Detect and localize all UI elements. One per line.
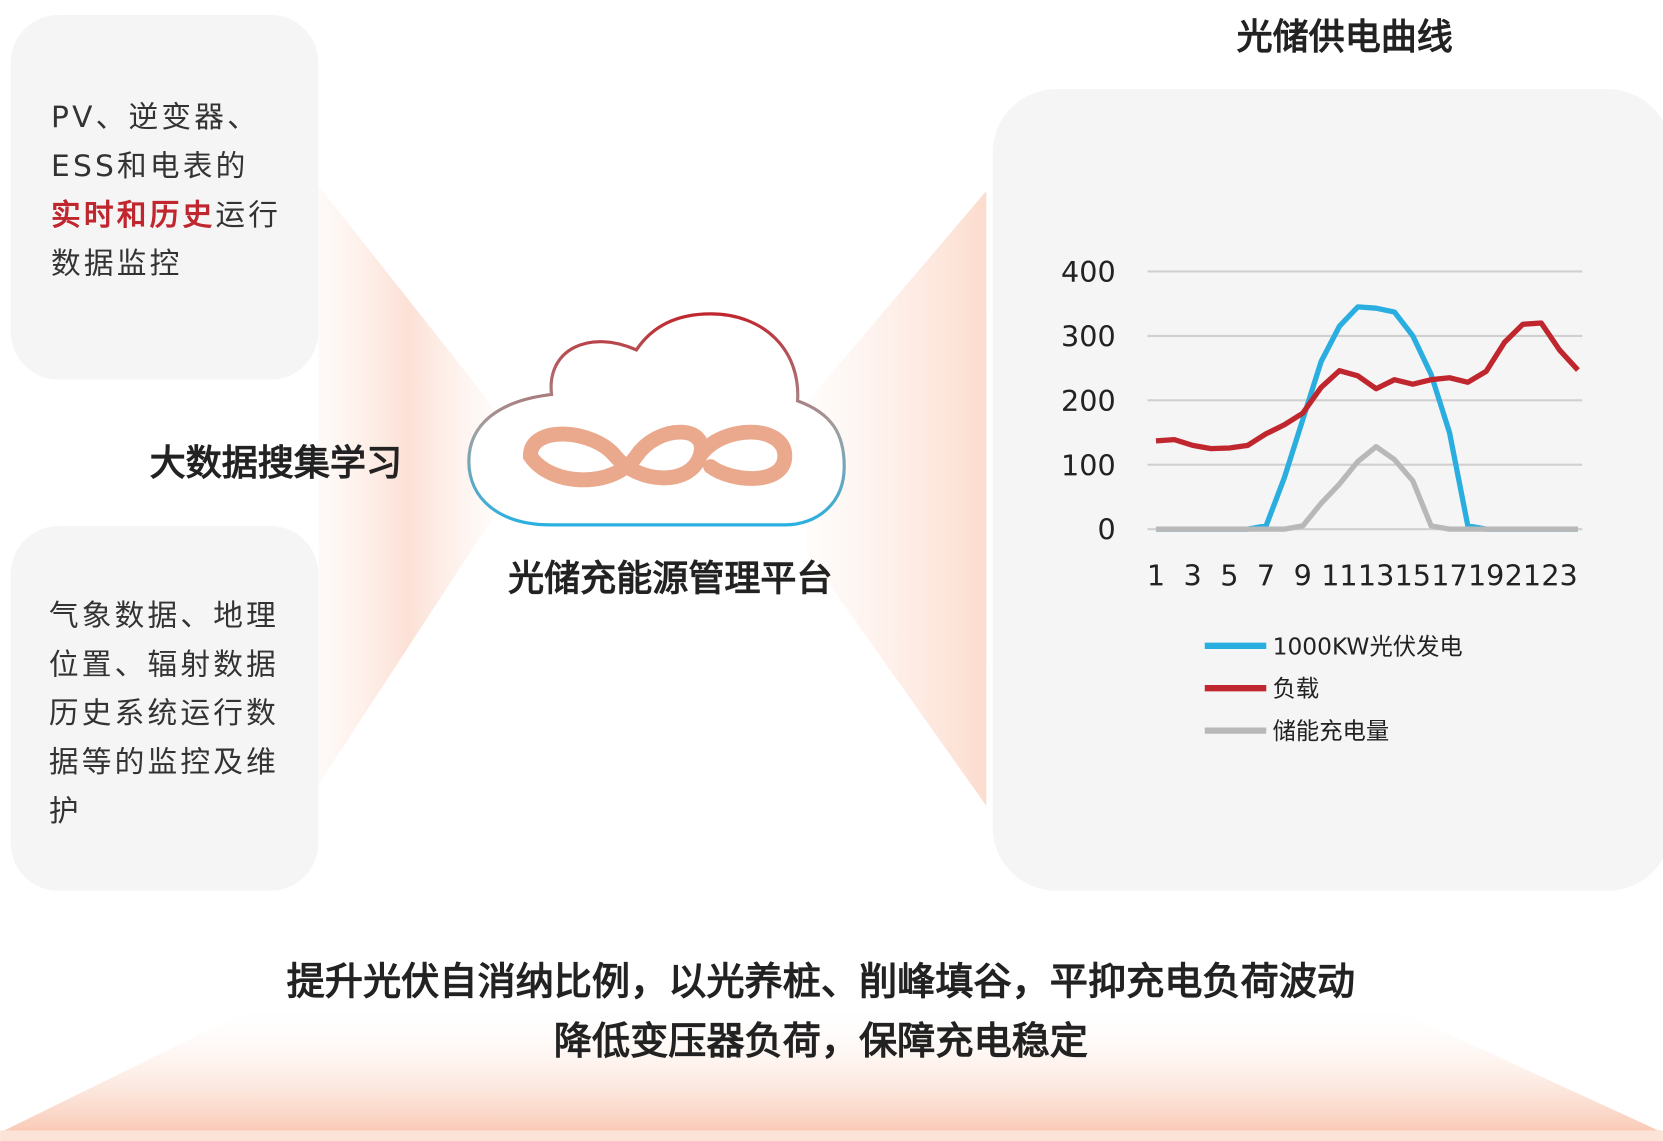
bottom-band: [0, 1130, 1663, 1141]
x-tick-label: 11: [1321, 558, 1357, 592]
cloud: [467, 312, 846, 527]
x-tick-label: 3: [1184, 558, 1202, 592]
box-line: 历史系统运行数: [49, 696, 279, 731]
fan-bottom: [0, 1002, 1663, 1133]
label: 大数据搜集学习: [150, 442, 402, 484]
label: 光储充能源管理平台: [508, 558, 832, 600]
y-tick-label: 200: [1061, 384, 1116, 418]
logo: [522, 424, 793, 488]
x-tick-label: 1: [1147, 558, 1165, 592]
box-line: 气象数据、地理: [49, 599, 279, 634]
x-tick-label: 15: [1395, 558, 1431, 592]
bottom-line: 降低变压器负荷，保障充电稳定: [554, 1020, 1088, 1064]
legend-label: 负载: [1273, 676, 1320, 703]
x-tick-label: 23: [1541, 558, 1577, 592]
box-line: PV、逆变器、: [51, 100, 260, 135]
box-line: 实时和历史运行: [51, 198, 281, 233]
box-line: 据等的监控及维: [49, 745, 279, 780]
series-line: [1155, 444, 1578, 532]
y-tick-label: 400: [1061, 255, 1116, 289]
box-line: 护: [49, 794, 82, 829]
legend-label: 储能充电量: [1273, 718, 1390, 745]
x-tick-label: 13: [1358, 558, 1394, 592]
info-box: [10, 14, 319, 380]
box-line: ESS和电表的: [51, 149, 248, 184]
x-tick-label: 9: [1294, 558, 1312, 592]
x-tick-label: 5: [1220, 558, 1238, 592]
x-tick-label: 7: [1257, 558, 1275, 592]
chart-title: 光储供电曲线: [1237, 16, 1453, 58]
x-tick-label: 21: [1505, 558, 1541, 592]
x-tick-label: 17: [1431, 558, 1467, 592]
box-line: 数据监控: [51, 247, 182, 282]
chart-panel: [992, 89, 1663, 891]
y-tick-label: 0: [1097, 513, 1115, 547]
fan-left: [318, 185, 499, 785]
legend-label: 1000KW光伏发电: [1273, 633, 1463, 660]
fan-right: [806, 190, 987, 806]
highlight: 实时和历史: [51, 198, 215, 233]
text: 运行: [215, 198, 281, 233]
y-tick-label: 300: [1061, 319, 1116, 353]
x-tick-label: 19: [1468, 558, 1504, 592]
series-line: [1155, 320, 1580, 452]
box-line: 位置、辐射数据: [49, 647, 279, 682]
bottom-line: 提升光伏自消纳比例，以光养桩、削峰填谷，平抑充电负荷波动: [287, 961, 1355, 1005]
info-box: [10, 525, 319, 891]
y-tick-label: 100: [1061, 448, 1116, 482]
